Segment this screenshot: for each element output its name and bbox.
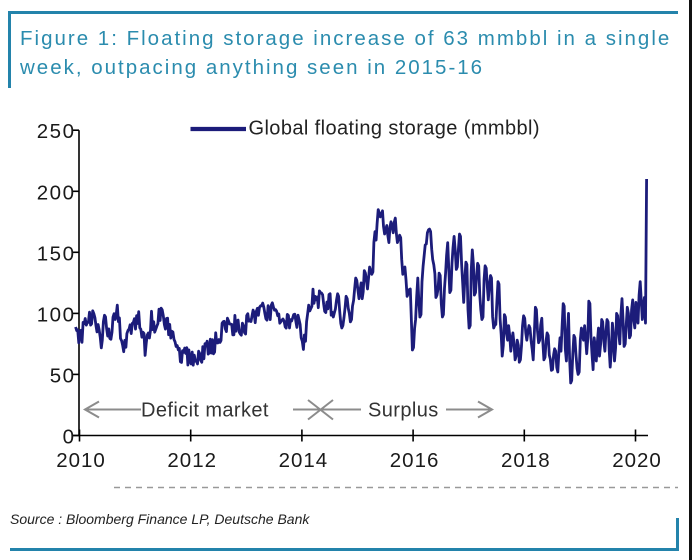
svg-text:2020: 2020 <box>612 449 662 472</box>
svg-text:150: 150 <box>37 242 76 265</box>
svg-text:2010: 2010 <box>56 449 106 472</box>
svg-text:50: 50 <box>50 364 76 387</box>
svg-text:Global floating storage (mmbbl: Global floating storage (mmbbl) <box>249 118 540 140</box>
svg-text:0: 0 <box>63 426 76 449</box>
svg-text:Deficit market: Deficit market <box>141 400 269 422</box>
svg-text:2012: 2012 <box>167 449 217 472</box>
svg-text:2016: 2016 <box>390 449 440 472</box>
svg-text:2014: 2014 <box>279 449 329 472</box>
svg-text:250: 250 <box>37 120 76 143</box>
svg-text:2018: 2018 <box>501 449 551 472</box>
svg-text:200: 200 <box>37 181 76 204</box>
svg-text:100: 100 <box>37 303 76 326</box>
svg-text:Surplus: Surplus <box>368 400 439 422</box>
